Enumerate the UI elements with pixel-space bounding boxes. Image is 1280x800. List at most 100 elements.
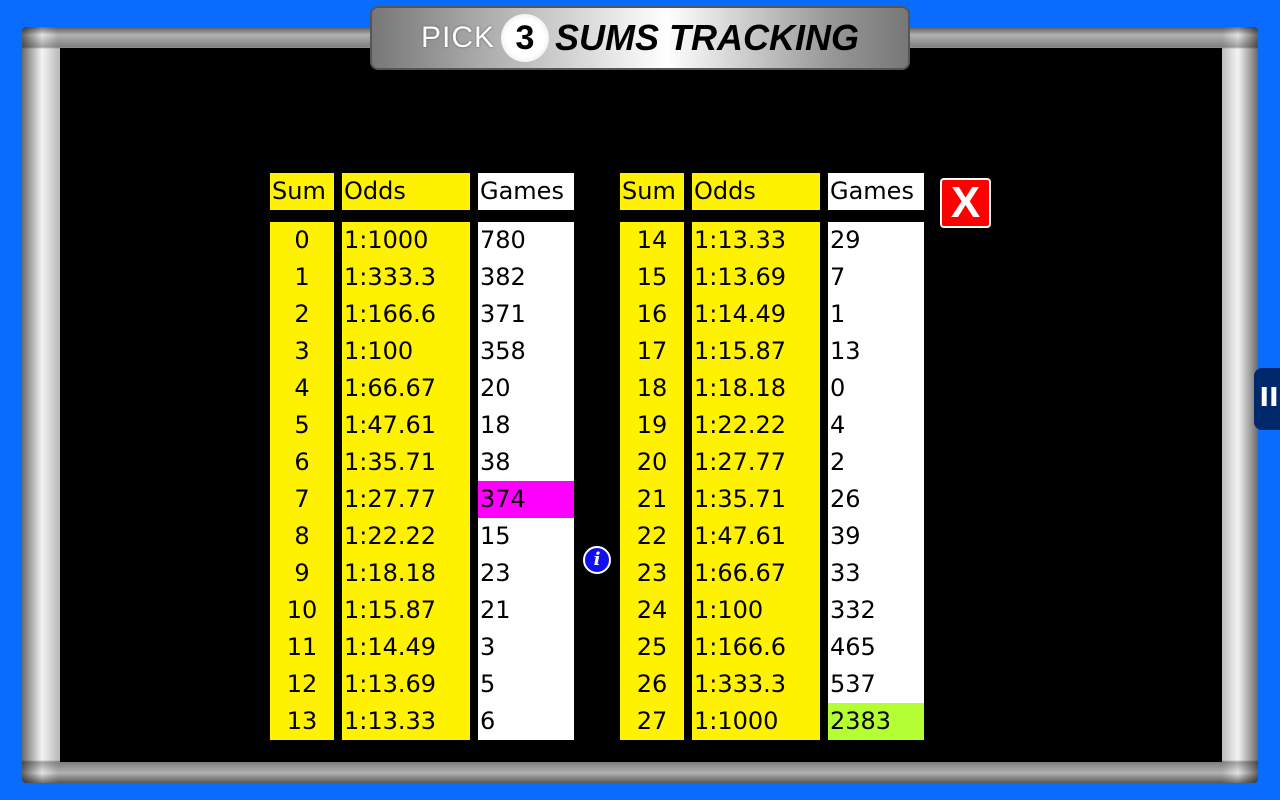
odds-cell: 1:333.3 xyxy=(342,259,470,296)
sum-cell: 21 xyxy=(620,481,684,518)
sum-cell: 10 xyxy=(270,592,334,629)
games-cell: 39 xyxy=(828,518,924,555)
odds-cell: 1:22.22 xyxy=(342,518,470,555)
left-header-odds: Odds xyxy=(342,173,470,210)
games-cell: 3 xyxy=(478,629,574,666)
close-icon: X xyxy=(950,178,981,227)
left-column-games: 780 382 371 358 20 18 38 374 15 23 21 3 5 6 xyxy=(478,222,574,740)
sum-cell: 13 xyxy=(270,703,334,740)
games-cell: 23 xyxy=(478,555,574,592)
odds-cell: 1:13.69 xyxy=(342,666,470,703)
right-column-sum: 14 15 16 17 18 19 20 21 22 23 24 25 26 27 xyxy=(620,222,684,740)
odds-cell: 1:27.77 xyxy=(342,481,470,518)
odds-cell: 1:100 xyxy=(692,592,820,629)
odds-cell: 1:35.71 xyxy=(342,444,470,481)
left-header-games: Games xyxy=(478,173,574,210)
games-cell: 382 xyxy=(478,259,574,296)
odds-cell: 1:18.18 xyxy=(692,370,820,407)
left-column-sum: 0 1 2 3 4 5 6 7 8 9 10 11 12 13 xyxy=(270,222,334,740)
right-column-odds: 1:13.33 1:13.69 1:14.49 1:15.87 1:18.18 1:22.… xyxy=(692,222,820,740)
sum-cell: 16 xyxy=(620,296,684,333)
games-cell: 7 xyxy=(828,259,924,296)
odds-cell: 1:166.6 xyxy=(342,296,470,333)
odds-cell: 1:100 xyxy=(342,333,470,370)
games-cell: 4 xyxy=(828,407,924,444)
odds-cell: 1:27.77 xyxy=(692,444,820,481)
sum-cell: 25 xyxy=(620,629,684,666)
odds-cell: 1:14.49 xyxy=(692,296,820,333)
games-cell: 13 xyxy=(828,333,924,370)
sum-cell: 12 xyxy=(270,666,334,703)
games-cell: 38 xyxy=(478,444,574,481)
sum-cell: 11 xyxy=(270,629,334,666)
close-button[interactable]: X xyxy=(940,178,991,228)
games-cell: 2383 xyxy=(828,703,924,740)
right-header-games: Games xyxy=(828,173,924,210)
left-header-sum: Sum xyxy=(270,173,334,210)
sum-cell: 3 xyxy=(270,333,334,370)
sum-cell: 18 xyxy=(620,370,684,407)
odds-cell: 1:66.67 xyxy=(692,555,820,592)
right-column-games: 29 7 1 13 0 4 2 26 39 33 332 465 537 2383 xyxy=(828,222,924,740)
games-cell: 332 xyxy=(828,592,924,629)
sum-cell: 27 xyxy=(620,703,684,740)
games-cell: 18 xyxy=(478,407,574,444)
sum-cell: 2 xyxy=(270,296,334,333)
games-cell: 33 xyxy=(828,555,924,592)
right-header-odds: Odds xyxy=(692,173,820,210)
odds-cell: 1:1000 xyxy=(692,703,820,740)
games-cell: 374 xyxy=(478,481,574,518)
sum-cell: 8 xyxy=(270,518,334,555)
games-cell: 537 xyxy=(828,666,924,703)
sum-cell: 19 xyxy=(620,407,684,444)
side-panel-handle[interactable]: II xyxy=(1254,368,1280,430)
games-cell: 6 xyxy=(478,703,574,740)
title-number-ball: 3 xyxy=(501,14,550,62)
odds-cell: 1:15.87 xyxy=(692,333,820,370)
drag-handle-icon: II xyxy=(1259,383,1279,413)
odds-cell: 1:14.49 xyxy=(342,629,470,666)
odds-cell: 1:1000 xyxy=(342,222,470,259)
odds-cell: 1:333.3 xyxy=(692,666,820,703)
sum-cell: 1 xyxy=(270,259,334,296)
right-header-sum: Sum xyxy=(620,173,684,210)
app-title-banner: PICK 3 SUMS TRACKING xyxy=(370,6,910,70)
sum-cell: 15 xyxy=(620,259,684,296)
odds-cell: 1:22.22 xyxy=(692,407,820,444)
odds-cell: 1:13.69 xyxy=(692,259,820,296)
games-cell: 15 xyxy=(478,518,574,555)
odds-cell: 1:35.71 xyxy=(692,481,820,518)
odds-cell: 1:47.61 xyxy=(692,518,820,555)
odds-cell: 1:166.6 xyxy=(692,629,820,666)
games-cell: 1 xyxy=(828,296,924,333)
sum-cell: 4 xyxy=(270,370,334,407)
odds-cell: 1:18.18 xyxy=(342,555,470,592)
sum-cell: 5 xyxy=(270,407,334,444)
sum-cell: 20 xyxy=(620,444,684,481)
sum-cell: 26 xyxy=(620,666,684,703)
info-button[interactable]: i xyxy=(583,546,611,574)
title-pick: PICK xyxy=(420,21,496,54)
info-icon: i xyxy=(593,549,601,570)
sum-cell: 22 xyxy=(620,518,684,555)
title-text: SUMS TRACKING xyxy=(555,17,860,58)
odds-cell: 1:13.33 xyxy=(342,703,470,740)
odds-cell: 1:66.67 xyxy=(342,370,470,407)
sum-cell: 17 xyxy=(620,333,684,370)
sum-cell: 24 xyxy=(620,592,684,629)
games-cell: 358 xyxy=(478,333,574,370)
odds-cell: 1:47.61 xyxy=(342,407,470,444)
sum-cell: 23 xyxy=(620,555,684,592)
games-cell: 5 xyxy=(478,666,574,703)
odds-cell: 1:15.87 xyxy=(342,592,470,629)
games-cell: 0 xyxy=(828,370,924,407)
games-cell: 29 xyxy=(828,222,924,259)
games-cell: 371 xyxy=(478,296,574,333)
sum-cell: 14 xyxy=(620,222,684,259)
games-cell: 26 xyxy=(828,481,924,518)
games-cell: 21 xyxy=(478,592,574,629)
sum-cell: 9 xyxy=(270,555,334,592)
odds-cell: 1:13.33 xyxy=(692,222,820,259)
games-cell: 465 xyxy=(828,629,924,666)
sum-cell: 6 xyxy=(270,444,334,481)
